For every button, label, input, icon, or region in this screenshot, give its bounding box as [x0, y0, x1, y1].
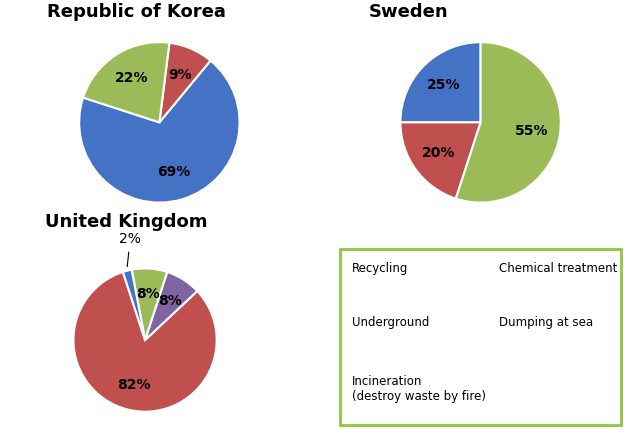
- Wedge shape: [159, 43, 211, 122]
- Text: Chemical treatment: Chemical treatment: [499, 262, 618, 275]
- Text: 8%: 8%: [136, 286, 160, 301]
- Text: Incineration
(destroy waste by fire): Incineration (destroy waste by fire): [352, 375, 486, 403]
- Text: 22%: 22%: [115, 71, 148, 85]
- Wedge shape: [401, 42, 481, 122]
- Wedge shape: [401, 122, 481, 198]
- Text: United Kingdom: United Kingdom: [45, 213, 207, 231]
- Text: Sweden: Sweden: [369, 3, 448, 20]
- Wedge shape: [74, 272, 217, 412]
- Text: Dumping at sea: Dumping at sea: [499, 316, 593, 329]
- Wedge shape: [83, 42, 170, 122]
- Text: 9%: 9%: [168, 68, 192, 81]
- Text: 20%: 20%: [422, 146, 455, 160]
- Text: 69%: 69%: [157, 165, 191, 179]
- Text: 25%: 25%: [427, 79, 461, 92]
- Wedge shape: [79, 61, 239, 202]
- Wedge shape: [132, 268, 167, 340]
- Wedge shape: [145, 272, 197, 340]
- Wedge shape: [456, 42, 561, 202]
- FancyBboxPatch shape: [340, 249, 621, 425]
- Text: 8%: 8%: [158, 294, 182, 308]
- Text: 2%: 2%: [119, 232, 141, 267]
- Text: Underground: Underground: [352, 316, 429, 329]
- Wedge shape: [123, 270, 145, 340]
- Text: Recycling: Recycling: [352, 262, 408, 275]
- Text: 55%: 55%: [515, 123, 549, 137]
- Text: 82%: 82%: [116, 378, 150, 392]
- Text: Republic of Korea: Republic of Korea: [47, 3, 226, 20]
